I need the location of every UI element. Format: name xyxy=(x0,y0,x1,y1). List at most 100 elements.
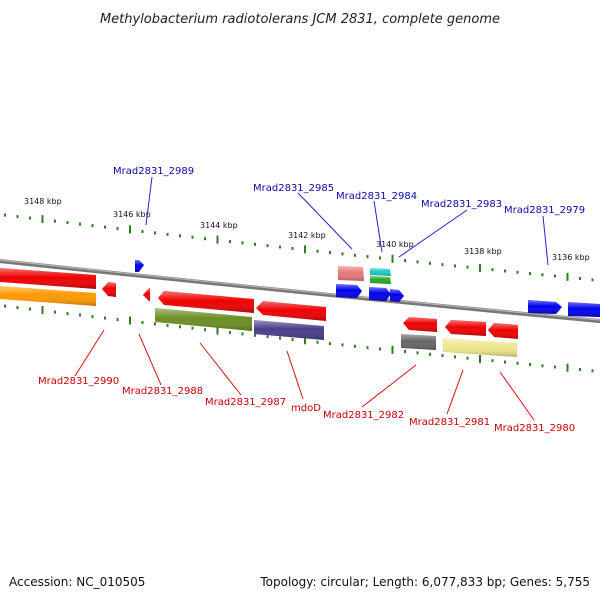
major-tick xyxy=(41,215,44,224)
gene-feature[interactable] xyxy=(443,338,517,357)
major-tick xyxy=(129,316,131,325)
major-tick xyxy=(566,272,569,281)
major-tick xyxy=(479,264,481,272)
minor-tick xyxy=(154,231,156,235)
minor-tick xyxy=(454,355,456,359)
minor-tick xyxy=(4,304,6,308)
forward-labels: Mrad2831_2989 Mrad2831_2985 Mrad2831_298… xyxy=(113,166,585,266)
minor-tick xyxy=(141,321,144,324)
major-tick xyxy=(566,363,569,372)
minor-tick xyxy=(466,356,469,360)
gene-feature[interactable] xyxy=(256,301,326,321)
minor-tick xyxy=(579,277,581,280)
minor-tick xyxy=(254,242,256,246)
leader-line xyxy=(286,350,304,400)
minor-tick xyxy=(254,333,256,337)
minor-tick xyxy=(491,268,494,272)
minor-tick xyxy=(416,260,419,264)
gene-label[interactable]: Mrad2831_2990 xyxy=(38,376,119,387)
gene-label[interactable]: Mrad2831_2979 xyxy=(504,205,585,216)
major-tick xyxy=(391,254,394,263)
minor-tick xyxy=(504,269,506,273)
kbp-label: 3148 kbp xyxy=(24,197,62,206)
gene-feature[interactable] xyxy=(568,302,600,317)
minor-tick xyxy=(404,350,406,354)
minor-tick xyxy=(54,219,56,223)
minor-tick xyxy=(204,328,206,332)
minor-tick xyxy=(491,359,494,363)
leader-line xyxy=(398,209,468,258)
gene-label[interactable]: Mrad2831_2982 xyxy=(323,410,404,421)
gene-feature[interactable] xyxy=(401,334,436,350)
leader-line xyxy=(199,342,242,396)
gene-feature[interactable] xyxy=(528,300,562,314)
minor-tick xyxy=(291,338,294,341)
gene-label[interactable]: Mrad2831_2984 xyxy=(336,191,417,202)
major-tick xyxy=(304,245,306,254)
minor-tick xyxy=(516,361,519,365)
gene-feature[interactable] xyxy=(102,282,116,297)
leader-line xyxy=(297,192,353,250)
gene-label[interactable]: Mrad2831_2985 xyxy=(253,183,334,194)
leader-line xyxy=(373,200,383,253)
reverse-strand xyxy=(0,268,518,357)
gene-label[interactable]: Mrad2831_2989 xyxy=(113,166,194,177)
minor-tick xyxy=(454,264,456,268)
minor-tick xyxy=(541,273,544,277)
gene-label[interactable]: Mrad2831_2981 xyxy=(409,417,490,428)
gene-feature[interactable] xyxy=(338,266,364,281)
gene-feature[interactable] xyxy=(143,288,150,301)
minor-tick xyxy=(29,307,31,311)
minor-tick xyxy=(191,235,194,239)
minor-tick xyxy=(116,318,119,322)
minor-tick xyxy=(516,270,519,274)
leader-line xyxy=(542,215,549,266)
major-tick xyxy=(129,225,131,234)
minor-tick xyxy=(266,244,269,248)
minor-tick xyxy=(591,278,594,282)
gene-feature[interactable] xyxy=(0,286,96,306)
leader-line xyxy=(145,176,153,226)
minor-tick xyxy=(91,315,94,319)
minor-tick xyxy=(266,335,269,339)
minor-tick xyxy=(329,342,331,346)
major-tick xyxy=(304,336,306,345)
gene-feature[interactable] xyxy=(135,260,144,272)
minor-tick xyxy=(529,272,531,275)
kbp-scale: 3148 kbp 3146 kbp 3144 kbp 3142 kbp 3140… xyxy=(24,197,590,262)
accession-text: Accession: NC_010505 xyxy=(9,575,145,589)
minor-tick xyxy=(416,351,419,355)
gene-label[interactable]: Mrad2831_2987 xyxy=(205,397,286,408)
kbp-label: 3138 kbp xyxy=(464,247,502,256)
gene-feature[interactable] xyxy=(370,268,391,276)
minor-tick xyxy=(554,365,556,369)
minor-tick xyxy=(179,234,181,238)
gene-label[interactable]: Mrad2831_2980 xyxy=(494,423,575,434)
minor-tick xyxy=(166,323,169,327)
gene-label[interactable]: mdoD xyxy=(291,403,321,414)
gene-label[interactable]: Mrad2831_2988 xyxy=(122,386,203,397)
gene-feature[interactable] xyxy=(370,276,391,284)
minor-tick xyxy=(579,368,581,371)
minor-tick xyxy=(366,255,369,259)
gene-feature[interactable] xyxy=(336,284,362,298)
gene-feature[interactable] xyxy=(445,320,486,336)
minor-tick xyxy=(366,346,369,350)
minor-tick xyxy=(29,216,31,220)
minor-tick xyxy=(504,360,506,364)
minor-tick xyxy=(16,215,19,219)
minor-tick xyxy=(104,316,106,320)
minor-tick xyxy=(79,313,81,317)
major-tick xyxy=(216,235,219,244)
gene-feature[interactable] xyxy=(390,289,404,302)
gene-label[interactable]: Mrad2831_2983 xyxy=(421,199,502,210)
minor-tick xyxy=(241,241,244,245)
gene-feature[interactable] xyxy=(403,317,437,332)
gene-feature[interactable] xyxy=(488,323,518,339)
gene-feature[interactable] xyxy=(254,320,324,340)
kbp-label: 3146 kbp xyxy=(113,210,151,219)
kbp-label: 3144 kbp xyxy=(200,221,238,230)
minor-tick xyxy=(4,213,6,217)
minor-tick xyxy=(204,237,206,241)
minor-tick xyxy=(316,249,319,253)
